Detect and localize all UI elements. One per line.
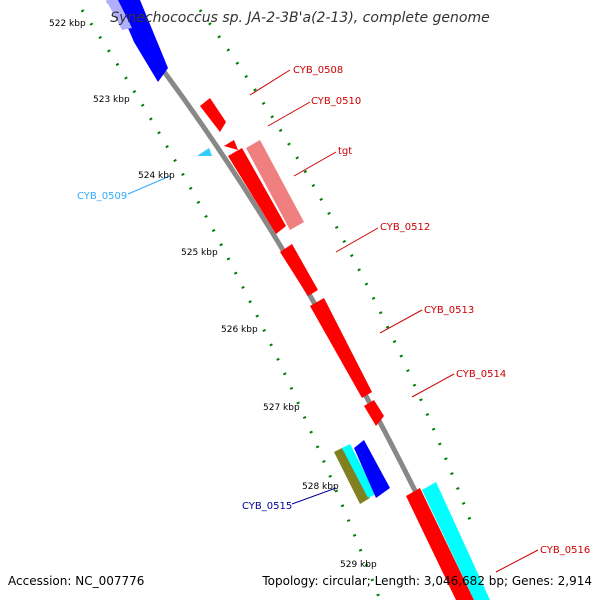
gene-cyan-long[interactable] xyxy=(422,482,490,600)
scale-label-522: 522 kbp xyxy=(49,19,86,29)
gene-cyan-small[interactable] xyxy=(342,444,376,498)
gene-cyb0515[interactable] xyxy=(354,440,390,498)
scale-label-523: 523 kbp xyxy=(93,95,130,105)
gene-cyb0512[interactable] xyxy=(280,244,318,296)
label-cyb0513[interactable]: CYB_0513 xyxy=(424,305,474,316)
map-title: Synechococcus sp. JA-2-3B'a(2-13), compl… xyxy=(110,10,489,26)
label-cyb0510[interactable]: CYB_0510 xyxy=(311,96,361,107)
gene-cyb0513[interactable] xyxy=(310,298,372,398)
scale-track-right xyxy=(198,9,472,521)
gene-cyb0508[interactable] xyxy=(200,98,226,132)
scale-label-524: 524 kbp xyxy=(138,171,175,181)
gene-reverse-top[interactable] xyxy=(116,0,168,82)
gene-reverse-top-light[interactable] xyxy=(106,0,132,30)
leader-lines xyxy=(127,69,539,573)
scale-label-526: 526 kbp xyxy=(221,325,258,335)
gene-tgt[interactable] xyxy=(246,140,304,230)
accession-label: Accession: NC_007776 xyxy=(8,574,145,588)
label-cyb0516[interactable]: CYB_0516 xyxy=(540,545,590,556)
label-cyb0515[interactable]: CYB_0515 xyxy=(242,501,292,512)
scale-label-525: 525 kbp xyxy=(181,248,218,258)
label-cyb0508[interactable]: CYB_0508 xyxy=(293,65,343,76)
gene-cyb0510[interactable] xyxy=(224,140,238,150)
label-cyb0514[interactable]: CYB_0514 xyxy=(456,369,506,380)
gene-cyb0516[interactable] xyxy=(406,488,474,600)
scale-track-left xyxy=(80,9,382,601)
summary-label: Topology: circular; Length: 3,046,682 bp… xyxy=(262,574,592,588)
label-tgt[interactable]: tgt xyxy=(338,146,352,157)
gene-cyb0509[interactable] xyxy=(197,148,212,156)
scale-label-529: 529 kbp xyxy=(340,560,377,570)
label-cyb0509[interactable]: CYB_0509 xyxy=(77,191,127,202)
gene-olive[interactable] xyxy=(334,448,370,504)
label-cyb0512[interactable]: CYB_0512 xyxy=(380,222,430,233)
gene-cyb0514[interactable] xyxy=(364,400,384,426)
scale-label-527: 527 kbp xyxy=(263,403,300,413)
scale-label-528: 528 kbp xyxy=(302,482,339,492)
gene-red-long[interactable] xyxy=(228,148,286,234)
